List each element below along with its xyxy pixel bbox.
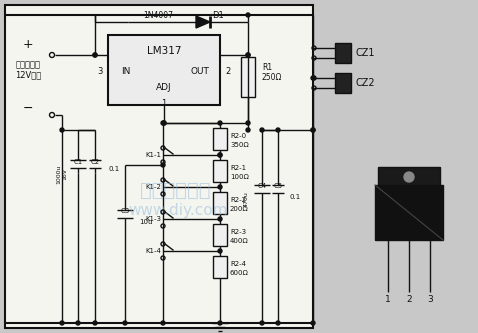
Circle shape bbox=[93, 53, 97, 57]
Circle shape bbox=[311, 76, 315, 80]
Circle shape bbox=[162, 121, 166, 125]
Circle shape bbox=[218, 249, 222, 253]
Text: 2: 2 bbox=[225, 67, 230, 76]
Text: 1: 1 bbox=[162, 99, 167, 108]
Text: K1-1: K1-1 bbox=[145, 152, 161, 158]
Bar bbox=[335, 73, 351, 93]
Bar bbox=[213, 224, 227, 246]
Text: www.diy.com: www.diy.com bbox=[128, 202, 228, 217]
Text: 0.1: 0.1 bbox=[109, 166, 120, 172]
Bar bbox=[5, 5, 313, 328]
Bar bbox=[213, 256, 227, 278]
Bar bbox=[335, 43, 351, 63]
Text: CZ1: CZ1 bbox=[356, 48, 376, 58]
Bar bbox=[378, 167, 440, 187]
Circle shape bbox=[260, 321, 264, 325]
Text: 400Ω: 400Ω bbox=[230, 238, 249, 244]
Circle shape bbox=[162, 121, 166, 125]
Circle shape bbox=[161, 163, 165, 167]
Text: −: − bbox=[23, 102, 33, 115]
Text: C4: C4 bbox=[258, 183, 267, 189]
Text: 250Ω: 250Ω bbox=[262, 73, 282, 82]
Text: C5: C5 bbox=[273, 183, 282, 189]
Circle shape bbox=[218, 153, 222, 157]
Circle shape bbox=[260, 128, 264, 132]
Bar bbox=[241, 57, 255, 97]
Text: IN: IN bbox=[121, 67, 130, 76]
Text: 470u: 470u bbox=[243, 191, 249, 207]
Text: CZ2: CZ2 bbox=[356, 78, 376, 88]
Text: C3: C3 bbox=[120, 208, 130, 214]
Circle shape bbox=[311, 128, 315, 132]
Text: 200Ω: 200Ω bbox=[230, 206, 249, 212]
Circle shape bbox=[276, 321, 280, 325]
Circle shape bbox=[311, 128, 315, 132]
Circle shape bbox=[93, 53, 97, 57]
Text: 1000u
16V: 1000u 16V bbox=[56, 164, 67, 184]
Circle shape bbox=[246, 53, 250, 57]
Bar bbox=[213, 128, 227, 150]
Circle shape bbox=[76, 321, 80, 325]
Circle shape bbox=[218, 217, 222, 221]
Polygon shape bbox=[196, 16, 210, 28]
Text: 350Ω: 350Ω bbox=[230, 142, 249, 148]
Text: K1-2: K1-2 bbox=[145, 184, 161, 190]
Text: ADJ: ADJ bbox=[156, 83, 172, 92]
Text: 100Ω: 100Ω bbox=[230, 174, 249, 180]
Text: +: + bbox=[22, 39, 33, 52]
Text: R2-3: R2-3 bbox=[230, 229, 246, 235]
Text: 1: 1 bbox=[385, 295, 391, 304]
Text: D1: D1 bbox=[212, 11, 224, 20]
Circle shape bbox=[311, 321, 315, 325]
Text: K1-3: K1-3 bbox=[145, 216, 161, 222]
Circle shape bbox=[60, 128, 64, 132]
Circle shape bbox=[60, 321, 64, 325]
Text: R2-4: R2-4 bbox=[230, 261, 246, 267]
Text: OUT: OUT bbox=[191, 67, 209, 76]
Text: K1-4: K1-4 bbox=[145, 248, 161, 254]
Text: LM317: LM317 bbox=[147, 46, 181, 56]
Circle shape bbox=[276, 128, 280, 132]
Circle shape bbox=[161, 121, 165, 125]
Text: 3: 3 bbox=[98, 67, 103, 76]
Circle shape bbox=[404, 172, 414, 182]
Text: 10u: 10u bbox=[139, 219, 152, 225]
Circle shape bbox=[123, 321, 127, 325]
Text: 3: 3 bbox=[427, 295, 433, 304]
Text: R2-0: R2-0 bbox=[230, 133, 246, 139]
Text: 接电脑电源: 接电脑电源 bbox=[15, 61, 41, 70]
Circle shape bbox=[218, 121, 222, 125]
Text: 2: 2 bbox=[406, 295, 412, 304]
Circle shape bbox=[161, 321, 165, 325]
Circle shape bbox=[246, 53, 250, 57]
Bar bbox=[108, 35, 220, 105]
Text: C2: C2 bbox=[90, 159, 99, 165]
Circle shape bbox=[218, 185, 222, 189]
Text: R2-1: R2-1 bbox=[230, 165, 246, 171]
Text: 12V输出: 12V输出 bbox=[15, 71, 41, 80]
Circle shape bbox=[246, 128, 250, 132]
Bar bbox=[213, 160, 227, 182]
Circle shape bbox=[218, 153, 222, 157]
Circle shape bbox=[246, 13, 250, 17]
Text: 1N4007: 1N4007 bbox=[143, 11, 173, 20]
Circle shape bbox=[93, 321, 97, 325]
Circle shape bbox=[246, 121, 250, 125]
Bar bbox=[375, 185, 443, 240]
Text: R2-2: R2-2 bbox=[230, 197, 246, 203]
Text: R1: R1 bbox=[262, 63, 272, 72]
Text: 0.1: 0.1 bbox=[290, 194, 301, 200]
Circle shape bbox=[218, 321, 222, 325]
Text: C1: C1 bbox=[74, 159, 83, 165]
Text: 600Ω: 600Ω bbox=[230, 270, 249, 276]
Text: 电子制作天地: 电子制作天地 bbox=[140, 180, 210, 199]
Bar bbox=[213, 192, 227, 214]
